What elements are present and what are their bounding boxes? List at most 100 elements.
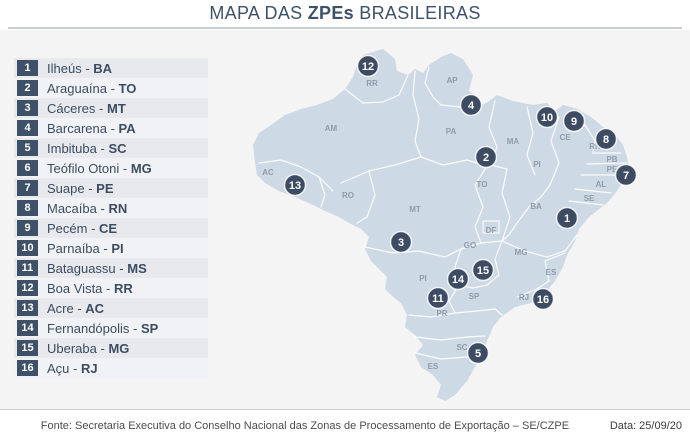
legend-number: 13 [17, 300, 38, 316]
legend-item-11: 11 Bataguassu - MS [14, 258, 208, 278]
state-label-pb-7: PB [606, 155, 617, 164]
legend-number: 8 [17, 200, 38, 216]
map-marker-14: 14 [446, 267, 470, 291]
state-label-pi-21: PI [419, 274, 427, 283]
legend-label: Bataguassu - MS [47, 260, 147, 276]
legend-number: 4 [17, 120, 38, 136]
legend-label: Pecém - CE [47, 220, 118, 236]
svg-text:14: 14 [452, 274, 465, 286]
map-marker-4: 4 [459, 93, 483, 117]
legend-number: 16 [17, 360, 38, 376]
state-label-ap-1: AP [446, 76, 458, 85]
legend-item-8: 8 Macaíba - RN [14, 198, 208, 218]
svg-text:5: 5 [475, 348, 481, 360]
legend-label: Açu - RJ [47, 360, 98, 376]
svg-text:11: 11 [432, 293, 444, 305]
state-label-df-17: DF [486, 226, 497, 235]
state-label-se-10: SE [584, 194, 595, 203]
legend-item-6: 6 Teófilo Otoni - MG [14, 158, 208, 178]
state-label-pe-8: PE [607, 165, 618, 174]
svg-text:7: 7 [623, 170, 629, 182]
legend-number: 11 [17, 260, 38, 276]
legend-label: Macaíba - RN [47, 200, 128, 216]
legend-number: 2 [17, 80, 38, 96]
svg-text:8: 8 [603, 134, 609, 146]
state-label-go-18: GO [464, 241, 476, 250]
legend-item-2: 2 Araguaína - TO [14, 78, 208, 98]
svg-text:15: 15 [477, 265, 489, 277]
state-label-rr-0: RR [366, 79, 378, 88]
state-label-al-9: AL [596, 180, 607, 189]
legend-item-13: 13 Acre - AC [14, 298, 208, 318]
map-marker-5: 5 [466, 341, 490, 365]
legend-label: Imbituba - SC [47, 140, 127, 156]
legend-item-16: 16 Açu - RJ [14, 358, 208, 378]
state-borders [258, 66, 628, 360]
svg-text:9: 9 [571, 116, 577, 128]
legend-label: Ilheús - BA [47, 60, 113, 76]
date-text: Data: 25/09/20 [609, 420, 682, 432]
legend-item-7: 7 Suape - PE [14, 178, 208, 198]
map-marker-2: 2 [474, 145, 498, 169]
map-marker-15: 15 [471, 258, 495, 282]
legend-item-3: 3 Cáceres - MT [14, 98, 208, 118]
legend-label: Suape - PE [47, 180, 114, 196]
legend-number: 14 [17, 320, 38, 336]
map-marker-3: 3 [389, 230, 413, 254]
state-label-rj-23: RJ [519, 293, 529, 302]
legend-number: 5 [17, 140, 38, 156]
map-marker-7: 7 [614, 163, 638, 187]
legend-item-10: 10 Parnaíba - PI [14, 238, 208, 258]
title-divider [8, 27, 682, 29]
state-label-ro-14: RO [342, 191, 354, 200]
map-marker-9: 9 [562, 109, 586, 133]
header: MAPA DAS ZPEs BRASILEIRAS [0, 0, 690, 30]
legend-label: Araguaína - TO [47, 80, 137, 96]
legend-label: Teófilo Otoni - MG [47, 160, 152, 176]
state-label-es-26: ES [428, 362, 439, 371]
state-label-ac-13: AC [262, 168, 274, 177]
source-text: Fonte: Secretaria Executiva do Conselho … [40, 420, 570, 432]
state-label-am-2: AM [325, 124, 338, 133]
svg-text:13: 13 [289, 180, 301, 192]
map-marker-10: 10 [535, 105, 559, 129]
svg-text:3: 3 [398, 237, 404, 249]
state-label-ma-4: MA [507, 137, 520, 146]
map-marker-1: 1 [555, 206, 579, 230]
state-label-pi-11: PI [533, 160, 541, 169]
map-marker-12: 12 [356, 54, 380, 78]
legend-number: 6 [17, 160, 38, 176]
legend-label: Barcarena - PA [47, 120, 136, 136]
page-title: MAPA DAS ZPEs BRASILEIRAS [209, 3, 481, 23]
legend-item-1: 1 Ilheús - BA [14, 58, 208, 78]
state-label-sp-22: SP [469, 292, 480, 301]
map-marker-16: 16 [531, 287, 555, 311]
svg-text:12: 12 [362, 61, 374, 73]
legend-number: 3 [17, 100, 38, 116]
state-label-mt-15: MT [409, 205, 421, 214]
svg-text:16: 16 [537, 294, 549, 306]
map-marker-11: 11 [426, 286, 450, 310]
map-marker-13: 13 [283, 173, 307, 197]
legend-label: Boa Vista - RR [47, 280, 133, 296]
legend-number: 7 [17, 180, 38, 196]
state-label-to-12: TO [477, 180, 488, 189]
legend-number: 9 [17, 220, 38, 236]
legend-label: Uberaba - MG [47, 340, 130, 356]
legend-item-12: 12 Boa Vista - RR [14, 278, 208, 298]
legend-number: 15 [17, 340, 38, 356]
legend-item-5: 5 Imbituba - SC [14, 138, 208, 158]
state-label-sc-25: SC [456, 343, 467, 352]
brazil-silhouette [253, 49, 629, 401]
footer: Fonte: Secretaria Executiva do Conselho … [0, 409, 690, 442]
state-label-pr-24: PR [436, 309, 447, 318]
legend-number: 10 [17, 240, 38, 256]
state-label-es-20: ES [546, 268, 557, 277]
state-label-mg-19: MG [515, 248, 528, 257]
legend-label: Fernandópolis - SP [47, 320, 159, 336]
legend: 1 Ilheús - BA 2 Araguaína - TO 3 Cáceres - MT… [14, 58, 208, 378]
df-outline [482, 220, 500, 234]
legend-item-4: 4 Barcarena - PA [14, 118, 208, 138]
legend-item-9: 9 Pecém - CE [14, 218, 208, 238]
